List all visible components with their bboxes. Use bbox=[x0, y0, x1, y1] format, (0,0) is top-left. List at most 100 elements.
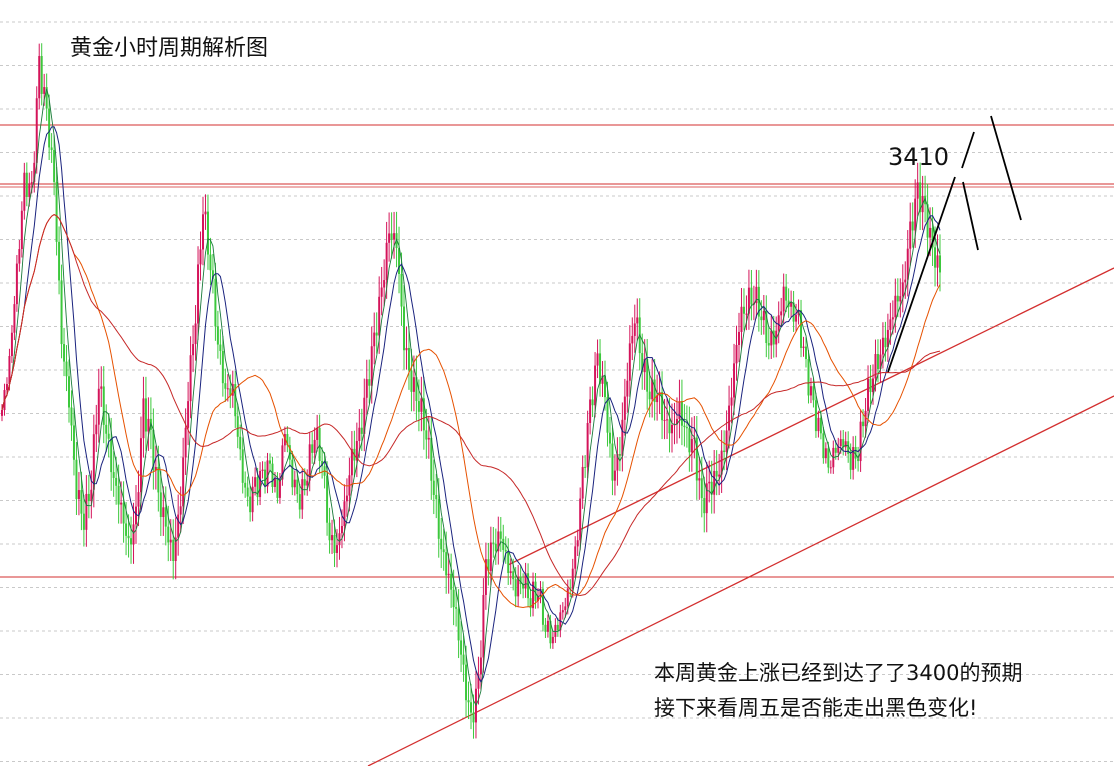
candle-body bbox=[457, 608, 460, 641]
candle-body bbox=[154, 466, 157, 471]
candle-body bbox=[278, 479, 281, 498]
candle-body bbox=[623, 396, 626, 420]
candle-body bbox=[492, 542, 495, 544]
candle-body bbox=[291, 459, 294, 488]
candle-body bbox=[715, 470, 718, 477]
candle-body bbox=[939, 255, 941, 273]
candle-body bbox=[594, 365, 597, 406]
candle-body bbox=[479, 657, 482, 675]
candle-body bbox=[710, 481, 713, 495]
candle-body bbox=[135, 506, 137, 525]
candle-body bbox=[899, 296, 902, 302]
candle-body bbox=[23, 172, 26, 211]
candle-body bbox=[72, 425, 75, 460]
candle-body bbox=[137, 492, 140, 507]
candle-body bbox=[653, 379, 656, 403]
candle-body bbox=[246, 487, 249, 497]
candle-body bbox=[886, 329, 889, 348]
candle-body bbox=[273, 478, 276, 487]
candle-body bbox=[70, 407, 73, 426]
candle-body bbox=[75, 459, 78, 500]
candle-body bbox=[87, 493, 90, 502]
candle-body bbox=[202, 214, 204, 250]
candle-body bbox=[122, 502, 125, 524]
projection-up-2 bbox=[961, 131, 975, 169]
ma-slow-line bbox=[1, 214, 941, 609]
candle-body bbox=[827, 448, 830, 468]
candle-body bbox=[750, 287, 753, 305]
candle-body bbox=[579, 498, 582, 541]
candle-body bbox=[544, 624, 547, 632]
candle-body bbox=[606, 397, 609, 433]
candle-body bbox=[234, 384, 237, 417]
candle-body bbox=[412, 377, 415, 392]
candle-body bbox=[527, 573, 530, 599]
candle-body bbox=[316, 427, 319, 440]
candle-body bbox=[852, 447, 855, 470]
candle-body bbox=[760, 316, 763, 321]
candle-body bbox=[345, 495, 348, 502]
candle-body bbox=[656, 395, 659, 403]
candle-body bbox=[829, 467, 832, 469]
candle-body bbox=[405, 347, 408, 351]
candle-body bbox=[782, 286, 785, 312]
candle-body bbox=[472, 712, 475, 723]
candle-body bbox=[509, 571, 512, 574]
candle-body bbox=[400, 274, 403, 307]
candle-body bbox=[340, 526, 343, 534]
candle-body bbox=[633, 323, 636, 336]
annotation-line-2: 接下来看周五是否能走出黑色变化! bbox=[654, 696, 978, 720]
candle-body bbox=[643, 358, 646, 373]
candle-body bbox=[916, 182, 919, 199]
candle-body bbox=[105, 424, 108, 434]
candle-body bbox=[626, 380, 629, 397]
candle-body bbox=[718, 474, 721, 477]
candle-body bbox=[867, 378, 870, 411]
candle-body bbox=[561, 610, 564, 613]
candle-body bbox=[795, 314, 798, 322]
candle-body bbox=[636, 317, 639, 324]
candle-body bbox=[549, 620, 552, 644]
candle-body bbox=[571, 568, 574, 589]
candle-body bbox=[296, 479, 299, 495]
candle-body bbox=[772, 330, 775, 345]
candle-body bbox=[591, 399, 594, 406]
candle-body bbox=[896, 295, 899, 302]
moving-averages bbox=[1, 88, 941, 707]
candle-body bbox=[800, 310, 803, 348]
candle-body bbox=[685, 427, 688, 429]
candle-body bbox=[641, 353, 644, 373]
candle-body bbox=[219, 344, 222, 351]
candle-body bbox=[303, 479, 306, 486]
candle-body bbox=[780, 311, 783, 316]
candle-body bbox=[125, 523, 128, 536]
candle-body bbox=[127, 535, 130, 539]
candle-body bbox=[179, 506, 182, 515]
candle-body bbox=[447, 573, 450, 576]
candle-body bbox=[839, 439, 842, 447]
candle-body bbox=[187, 401, 190, 428]
candle-body bbox=[164, 507, 167, 527]
candle-body bbox=[440, 538, 443, 550]
candle-body bbox=[97, 388, 100, 425]
candle-body bbox=[435, 494, 438, 500]
candle-body bbox=[807, 359, 810, 396]
candle-body bbox=[819, 417, 822, 434]
candle-body bbox=[8, 356, 11, 385]
candle-body bbox=[236, 416, 239, 437]
candle-body bbox=[13, 304, 16, 333]
candle-body bbox=[891, 317, 894, 320]
candle-body bbox=[355, 440, 358, 461]
candle-body bbox=[628, 343, 631, 381]
candle-body bbox=[63, 344, 66, 362]
candle-body bbox=[874, 354, 877, 379]
candle-body bbox=[393, 233, 396, 240]
candle-body bbox=[380, 287, 383, 297]
candle-body bbox=[470, 702, 472, 713]
candle-body bbox=[775, 330, 778, 345]
candle-body bbox=[802, 346, 805, 348]
candle-body bbox=[738, 331, 740, 345]
candle-body bbox=[484, 559, 487, 595]
candle-body bbox=[514, 579, 517, 597]
